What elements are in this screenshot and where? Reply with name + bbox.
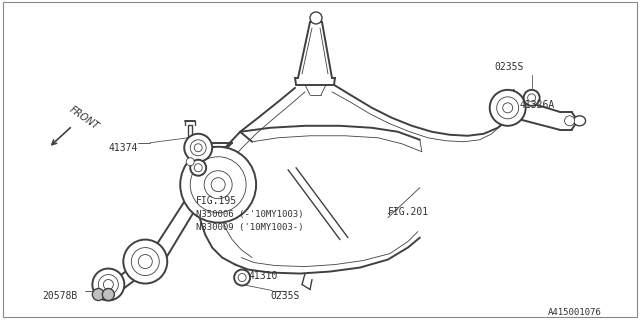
Circle shape (138, 255, 152, 268)
Circle shape (204, 171, 232, 199)
Circle shape (234, 269, 250, 285)
Circle shape (184, 134, 212, 162)
Circle shape (103, 280, 113, 290)
Circle shape (310, 12, 322, 24)
Text: 41326A: 41326A (520, 100, 555, 110)
Text: N350006 (-'10MY1003): N350006 (-'10MY1003) (196, 210, 304, 219)
Circle shape (92, 289, 104, 300)
Text: 41374: 41374 (108, 143, 138, 153)
Circle shape (124, 240, 167, 284)
Circle shape (186, 158, 194, 166)
Text: N330009 ('10MY1003-): N330009 ('10MY1003-) (196, 223, 304, 232)
Text: FIG.201: FIG.201 (388, 207, 429, 217)
Text: 0235S: 0235S (270, 291, 300, 300)
Text: 41310: 41310 (248, 270, 278, 281)
Circle shape (190, 157, 246, 213)
Circle shape (497, 97, 518, 119)
Text: 20578B: 20578B (42, 291, 77, 300)
Circle shape (190, 160, 206, 176)
Circle shape (190, 140, 206, 156)
Circle shape (527, 94, 536, 102)
Circle shape (211, 178, 225, 192)
Circle shape (102, 289, 115, 300)
Text: A415001076: A415001076 (548, 308, 602, 317)
Circle shape (524, 90, 540, 106)
Circle shape (131, 248, 159, 276)
Circle shape (99, 275, 118, 294)
Text: FRONT: FRONT (67, 104, 100, 132)
Circle shape (490, 90, 525, 126)
Ellipse shape (573, 116, 586, 126)
Circle shape (502, 103, 513, 113)
Circle shape (238, 274, 246, 282)
Circle shape (194, 164, 202, 172)
Circle shape (180, 147, 256, 223)
Text: 0235S: 0235S (495, 62, 524, 72)
Circle shape (194, 144, 202, 152)
Circle shape (564, 116, 575, 126)
Circle shape (92, 268, 124, 300)
Text: FIG.195: FIG.195 (196, 196, 237, 206)
